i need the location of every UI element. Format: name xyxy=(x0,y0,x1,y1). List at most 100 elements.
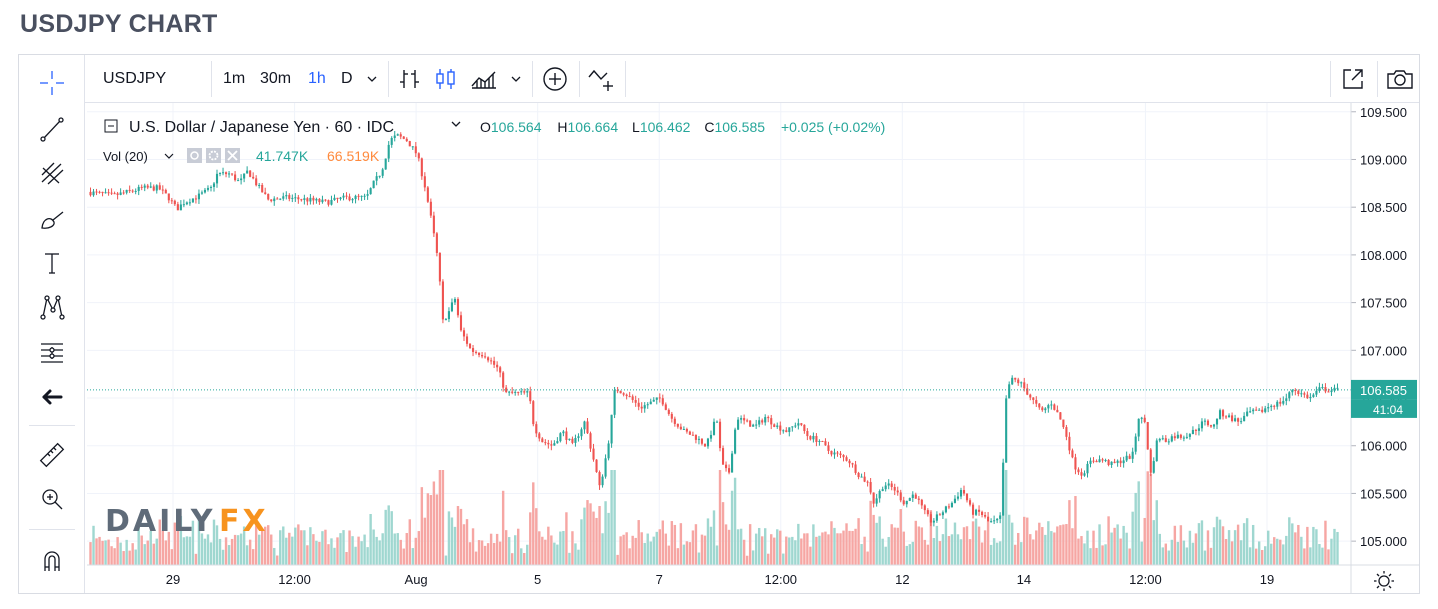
volume-bar xyxy=(782,553,785,565)
price-chart[interactable]: 109.500 109.000 108.500 108.000 107.500 107.0… xyxy=(19,55,1419,593)
candle-body xyxy=(372,180,375,189)
volume-bar xyxy=(881,538,884,565)
ruler-icon[interactable] xyxy=(32,437,72,473)
candle-body xyxy=(1074,457,1077,470)
volume-bar xyxy=(453,526,457,565)
interval-1m[interactable]: 1m xyxy=(223,70,246,87)
candle-body xyxy=(1059,412,1062,420)
candle-body xyxy=(803,424,806,432)
volume-bar xyxy=(929,510,933,565)
chevron-down-icon[interactable] xyxy=(365,55,379,103)
candle-body xyxy=(1044,408,1047,411)
volume-bar xyxy=(1315,529,1318,565)
volume-bar xyxy=(309,527,312,565)
candle-body xyxy=(661,398,664,405)
legend-collapse-icon[interactable] xyxy=(104,119,118,133)
back-arrow-icon[interactable] xyxy=(32,379,72,415)
svg-text:FX: FX xyxy=(219,504,269,539)
candle-body xyxy=(1252,409,1255,412)
volume-bar xyxy=(179,515,183,565)
interval-30m[interactable]: 30m xyxy=(260,70,292,87)
volume-bar xyxy=(637,520,640,565)
candle-body xyxy=(1243,415,1246,422)
crosshair-icon[interactable] xyxy=(32,65,72,101)
volume-bar xyxy=(1227,530,1231,565)
candle-body xyxy=(962,490,966,494)
volume-bar xyxy=(1167,550,1171,565)
candle-body xyxy=(438,252,441,282)
volume-bar xyxy=(1041,527,1044,565)
vol-settings-icon[interactable] xyxy=(187,148,202,163)
candle-body xyxy=(1062,419,1065,428)
compare-plus-icon[interactable] xyxy=(541,55,569,103)
candle-body xyxy=(1249,411,1252,413)
vol-chevron-icon[interactable] xyxy=(164,153,174,159)
fib-measure-icon[interactable] xyxy=(32,335,72,371)
pattern-icon[interactable] xyxy=(32,289,72,325)
volume-bar xyxy=(1029,534,1032,565)
volume-bar xyxy=(447,511,451,565)
candle-body xyxy=(1137,418,1140,437)
interval-D[interactable]: D xyxy=(341,70,353,87)
symbol-search-button[interactable]: USDJPY xyxy=(103,70,167,87)
brush-icon[interactable] xyxy=(32,201,72,237)
chart-settings-icon[interactable] xyxy=(1374,571,1394,591)
candle-body xyxy=(116,193,119,195)
volume-bar xyxy=(694,524,698,565)
candle-body xyxy=(800,423,803,425)
candle-body xyxy=(191,198,194,203)
camera-icon[interactable] xyxy=(1385,55,1415,103)
text-icon[interactable] xyxy=(32,245,72,281)
zoom-in-icon[interactable] xyxy=(32,481,72,517)
volume-bar xyxy=(718,470,722,565)
candle-body xyxy=(788,427,791,433)
volume-bar xyxy=(1248,547,1252,565)
volume-bar xyxy=(1294,532,1297,565)
legend-chevron-icon[interactable] xyxy=(451,121,461,127)
vol-gear-icon[interactable] xyxy=(206,148,221,163)
bar-chart-icon[interactable] xyxy=(397,55,423,103)
indicators-icon[interactable] xyxy=(587,55,617,103)
volume-bar xyxy=(541,536,544,565)
volume-bar xyxy=(1279,539,1282,565)
volume-bar xyxy=(203,538,207,565)
candle-body xyxy=(622,393,625,395)
y-tick-label: 108.000 xyxy=(1360,248,1407,263)
volume-bar xyxy=(956,534,960,565)
candlestick-icon[interactable] xyxy=(433,55,459,103)
vol-close-icon[interactable] xyxy=(225,148,240,163)
pitchfork-icon[interactable] xyxy=(32,155,72,191)
candle-body xyxy=(812,435,815,440)
popout-icon[interactable] xyxy=(1339,55,1367,103)
chart-style-chevron-icon[interactable] xyxy=(509,55,523,103)
volume-bar xyxy=(1324,520,1327,565)
volume-bar xyxy=(471,528,475,565)
volume-bar xyxy=(959,539,963,565)
legend-symbol-name[interactable]: U.S. Dollar / Japanese Yen · 60 · IDC xyxy=(129,119,394,136)
volume-bar xyxy=(610,470,613,565)
candle-body xyxy=(688,431,691,435)
volume-bar xyxy=(264,526,267,565)
interval-1h[interactable]: 1h xyxy=(308,70,326,87)
candle-body xyxy=(369,188,372,195)
candle-body xyxy=(1131,451,1134,459)
candle-body xyxy=(387,144,390,159)
candle-body xyxy=(508,391,511,393)
magnet-icon[interactable] xyxy=(32,543,72,579)
candle-body xyxy=(1119,460,1122,464)
volume-bar xyxy=(104,540,107,565)
candle-body xyxy=(1107,459,1110,465)
candle-body xyxy=(1221,410,1225,417)
volume-bar xyxy=(1155,500,1158,565)
y-tick-label: 105.500 xyxy=(1360,486,1407,501)
candle-body xyxy=(1212,424,1216,427)
candle-body xyxy=(990,521,993,523)
volume-bar xyxy=(1092,530,1095,565)
candle-body xyxy=(1224,416,1228,418)
vol-indicator-label[interactable]: Vol (20) xyxy=(103,149,148,164)
area-chart-icon[interactable] xyxy=(469,55,499,103)
candle-body xyxy=(815,435,818,443)
candle-body xyxy=(902,500,905,505)
trend-line-icon[interactable] xyxy=(32,111,72,147)
volume-bar xyxy=(95,538,98,565)
